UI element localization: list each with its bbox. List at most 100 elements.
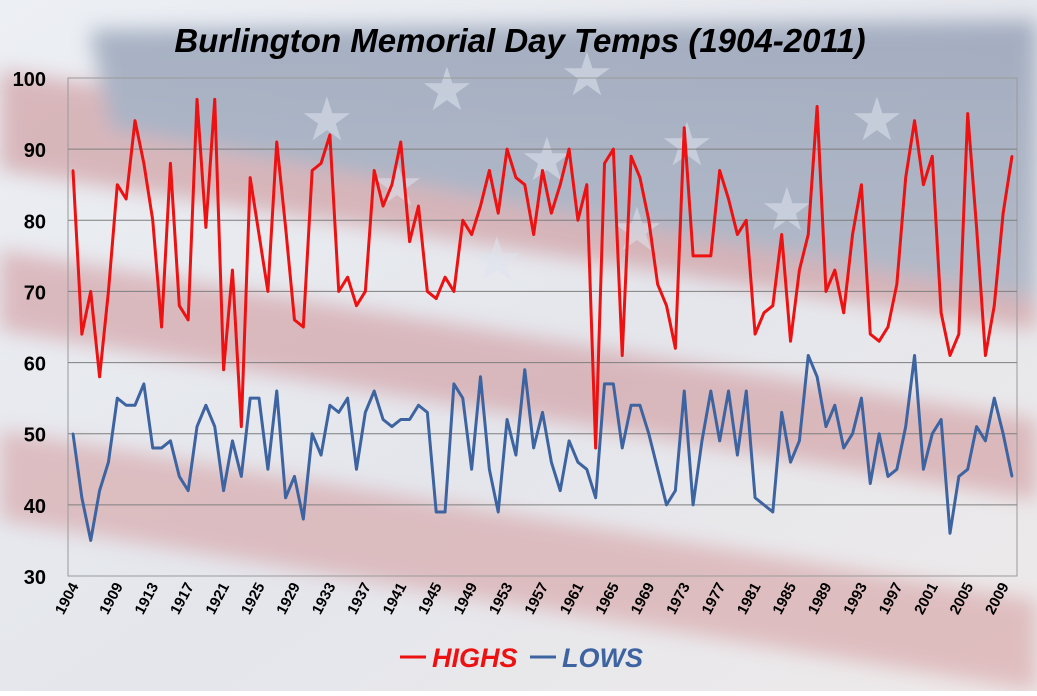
data-point-lows: [505, 418, 509, 421]
data-point-highs: [948, 354, 952, 357]
data-point-highs: [178, 304, 181, 307]
data-point-lows: [886, 475, 890, 478]
data-point-lows: [328, 404, 332, 407]
data-point-highs: [789, 340, 792, 343]
data-point-lows: [186, 489, 190, 492]
data-point-lows: [877, 432, 881, 435]
data-point-lows: [514, 453, 518, 457]
data-point-highs: [629, 155, 633, 158]
data-point-highs: [993, 304, 996, 307]
plot-area: [67, 77, 1018, 577]
svg-text:★: ★: [520, 126, 574, 193]
data-point-lows: [390, 425, 394, 428]
data-point-lows: [532, 446, 535, 450]
data-point-lows: [550, 460, 553, 464]
data-point-highs: [231, 268, 234, 272]
data-point-highs: [753, 332, 757, 336]
data-point-lows: [922, 468, 925, 471]
data-point-lows: [302, 517, 305, 521]
data-point-lows: [124, 404, 128, 407]
data-point-highs: [364, 290, 367, 293]
y-tick-label: 60: [24, 354, 46, 376]
data-point-lows: [939, 418, 943, 421]
data-point-highs: [222, 368, 225, 371]
data-point-lows: [842, 446, 845, 450]
data-point-lows: [399, 418, 402, 421]
data-point-highs: [310, 169, 314, 172]
y-tick-label: 50: [24, 425, 46, 447]
data-point-highs: [381, 204, 385, 208]
data-point-highs: [107, 290, 110, 293]
data-point-highs: [683, 126, 686, 129]
data-point-lows: [603, 382, 606, 386]
data-point-highs: [204, 226, 208, 229]
svg-text:★: ★: [850, 86, 904, 153]
data-point-lows: [452, 382, 456, 386]
data-point-highs: [1001, 211, 1005, 215]
data-point-lows: [355, 468, 358, 471]
data-point-highs: [824, 290, 828, 293]
data-point-highs: [319, 162, 323, 165]
data-point-highs: [328, 133, 332, 137]
data-point-highs: [80, 332, 84, 336]
data-point-highs: [186, 318, 190, 322]
data-point-highs: [541, 169, 544, 172]
data-point-lows: [435, 510, 438, 514]
data-point-lows: [284, 496, 287, 499]
chart-title: Burlington Memorial Day Temps (1904-2011…: [174, 22, 865, 59]
data-point-highs: [266, 290, 270, 293]
data-point-lows: [98, 489, 101, 492]
data-point-highs: [603, 162, 606, 165]
data-point-highs: [169, 162, 172, 165]
y-tick-label: 70: [24, 282, 46, 304]
data-point-highs: [514, 176, 518, 179]
data-point-highs: [798, 268, 801, 272]
data-point-lows: [851, 432, 854, 435]
data-point-lows: [736, 453, 739, 457]
data-point-lows: [381, 418, 385, 421]
data-point-highs: [160, 325, 163, 329]
data-point-lows: [89, 539, 92, 542]
data-point-highs: [133, 119, 137, 122]
data-point-highs: [700, 254, 704, 258]
data-point-highs: [851, 233, 854, 236]
data-point-lows: [541, 411, 544, 414]
data-point-lows: [195, 425, 199, 428]
data-point-highs: [142, 162, 146, 165]
data-point-lows: [709, 389, 713, 393]
data-point-lows: [107, 460, 110, 464]
data-point-lows: [364, 411, 367, 414]
y-tick-label: 90: [24, 140, 46, 162]
data-point-lows: [931, 432, 934, 435]
data-point-highs: [275, 140, 278, 144]
data-point-lows: [913, 354, 916, 357]
data-point-highs: [869, 332, 872, 336]
data-point-highs: [807, 233, 810, 236]
data-point-highs: [116, 183, 119, 186]
data-point-lows: [372, 389, 376, 393]
data-point-highs: [435, 297, 438, 300]
data-point-highs: [417, 204, 420, 208]
data-point-highs: [479, 204, 482, 208]
data-point-highs: [488, 169, 491, 172]
data-point-lows: [665, 503, 668, 507]
data-point-lows: [585, 468, 588, 471]
data-point-highs: [771, 304, 775, 307]
data-point-lows: [798, 439, 801, 443]
y-tick-label: 100: [13, 69, 46, 91]
data-point-lows: [488, 468, 491, 471]
data-point-lows: [993, 396, 996, 400]
data-point-highs: [195, 98, 199, 101]
data-point-highs: [213, 98, 216, 101]
data-point-lows: [426, 411, 429, 414]
data-point-lows: [700, 439, 704, 443]
data-point-highs: [559, 183, 562, 186]
data-point-lows: [621, 446, 624, 450]
data-point-lows: [647, 432, 650, 435]
legend-item-lows: LOWS: [530, 643, 643, 673]
data-point-lows: [213, 425, 216, 428]
data-point-lows: [833, 404, 837, 407]
data-point-highs: [594, 446, 597, 450]
data-point-highs: [523, 183, 526, 186]
